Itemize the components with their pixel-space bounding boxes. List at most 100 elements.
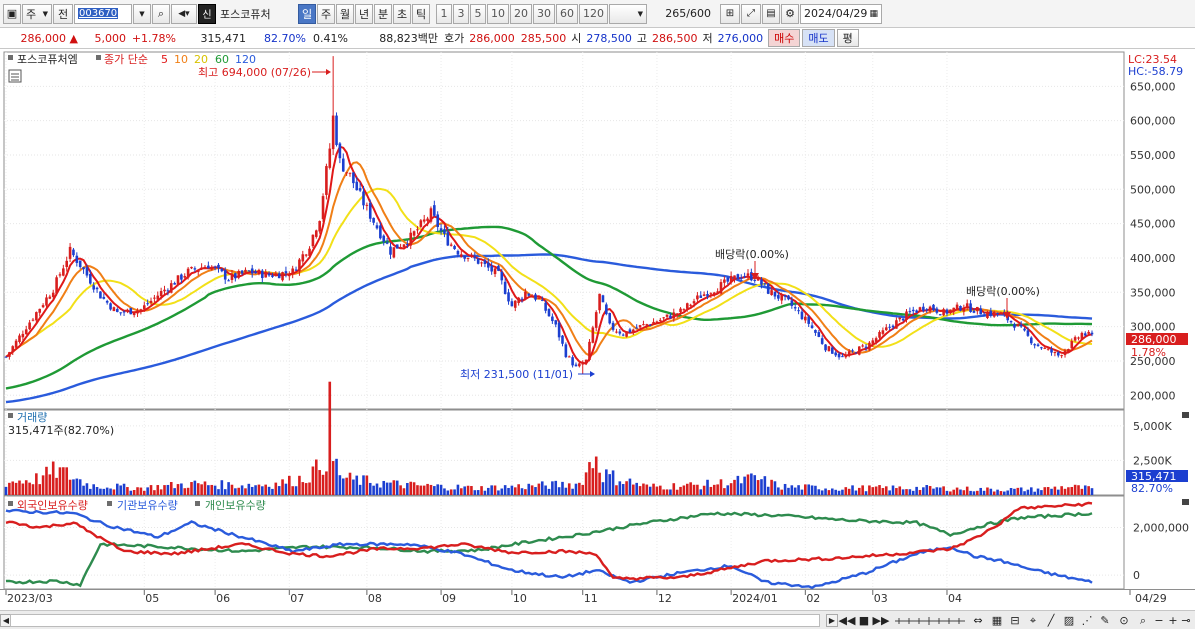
minute-option-3[interactable]: 3: [453, 3, 469, 24]
candle-body: [308, 248, 311, 256]
grid-icon[interactable]: ▦: [991, 614, 1003, 627]
zoom-reset-icon[interactable]: ⊙: [1119, 614, 1129, 627]
calculator-icon[interactable]: [8, 69, 22, 83]
candle-body: [1050, 349, 1053, 353]
compare-icon[interactable]: ⊟: [1010, 614, 1020, 627]
data-count-input[interactable]: 265/600: [648, 4, 714, 24]
speaker-icon[interactable]: ◀▾: [171, 3, 197, 24]
candle-body: [989, 310, 993, 316]
tab-timeframe-5[interactable]: 초: [393, 3, 411, 24]
tab-timeframe-3[interactable]: 년: [355, 3, 373, 24]
save-icon[interactable]: ▤: [762, 3, 780, 24]
fast-forward-icon[interactable]: ▶▶: [872, 614, 890, 627]
area-icon[interactable]: ▨: [1063, 614, 1075, 627]
rewind-icon[interactable]: ◀◀: [838, 614, 856, 627]
volume-bar: [1067, 487, 1070, 495]
scroll-right-icon[interactable]: ▶: [826, 614, 838, 627]
custom-interval-dropdown[interactable]: ▼: [609, 3, 647, 24]
volume-bar: [537, 483, 541, 495]
pin-icon[interactable]: ⊸: [1181, 614, 1191, 627]
line-tool-icon[interactable]: ╱: [1047, 614, 1055, 627]
tab-timeframe-2[interactable]: 월: [336, 3, 354, 24]
volume-bar: [955, 487, 959, 495]
volume-bar: [237, 487, 241, 495]
volume-bar: [470, 486, 473, 495]
panel-close-icon[interactable]: [1182, 499, 1189, 505]
tab-timeframe-4[interactable]: 분: [374, 3, 392, 24]
buy-button[interactable]: 매수: [768, 29, 801, 47]
code-dropdown-icon[interactable]: ▼: [133, 3, 151, 24]
candle-body: [200, 267, 203, 270]
price-change: 5,000: [94, 31, 127, 45]
sell-button[interactable]: 매도: [802, 29, 835, 47]
zoom-in-icon[interactable]: +: [1168, 614, 1178, 627]
candle-body: [250, 268, 254, 274]
candle-body: [446, 232, 450, 246]
volume-bar: [645, 484, 649, 495]
minute-option-60[interactable]: 60: [556, 3, 578, 24]
candle-settings-icon[interactable]: ⊞: [720, 3, 740, 24]
calendar-icon[interactable]: ▦: [869, 8, 878, 19]
period-mode-select[interactable]: 주 ▼: [22, 3, 52, 24]
candle-body: [78, 260, 82, 268]
tab-timeframe-0[interactable]: 일: [298, 3, 316, 24]
zoom-fit-icon[interactable]: ⇔: [973, 614, 983, 627]
zoom-icon[interactable]: ⌕: [1139, 613, 1147, 627]
candle-body: [325, 166, 328, 195]
date-input[interactable]: 2024/04/29 ▦: [800, 3, 882, 24]
volume-bar: [723, 488, 726, 495]
panel-close-icon[interactable]: [1182, 412, 1189, 418]
stop-icon[interactable]: ■: [858, 614, 870, 627]
candle-body: [358, 188, 362, 191]
candle-body: [891, 325, 895, 328]
minute-option-10[interactable]: 10: [487, 3, 509, 24]
volume-bar: [385, 482, 389, 495]
candle-body: [790, 300, 794, 306]
tab-timeframe-6[interactable]: 틱: [412, 3, 430, 24]
search-icon[interactable]: ⌕: [152, 3, 170, 24]
candle-body: [453, 245, 456, 250]
candle-body: [800, 311, 804, 320]
candle-body: [797, 310, 800, 312]
candle-body: [14, 340, 18, 348]
minute-option-5[interactable]: 5: [470, 3, 486, 24]
volume-bar: [1003, 491, 1006, 495]
candle-body: [166, 290, 170, 292]
drawing-tools-icon[interactable]: ⤢: [741, 3, 761, 24]
minute-option-30[interactable]: 30: [533, 3, 555, 24]
stock-code-input[interactable]: 003670: [74, 3, 132, 24]
candle-body: [665, 314, 669, 317]
chart-area[interactable]: 650,000 600,000 550,000 500,000 450,000 400,0…: [0, 49, 1195, 610]
avg-button[interactable]: 평: [836, 29, 859, 47]
tab-timeframe-1[interactable]: 주: [317, 3, 335, 24]
draw-icon[interactable]: ✎: [1100, 614, 1110, 627]
volume-bar: [642, 483, 645, 495]
minute-option-20[interactable]: 20: [510, 3, 532, 24]
candle-body: [244, 269, 247, 273]
horizontal-scrollbar[interactable]: [10, 614, 820, 627]
volume-bar: [712, 484, 716, 495]
volume-bar: [561, 481, 564, 495]
volume-ratio: 82.70%: [264, 31, 306, 45]
volume-bar: [436, 484, 440, 495]
prev-button[interactable]: 전: [53, 3, 73, 24]
zoom-out-icon[interactable]: −: [1154, 614, 1164, 627]
candle-body: [72, 249, 75, 256]
current-price-tag-pct: 1.78%: [1131, 346, 1166, 359]
candle-body: [1090, 332, 1094, 335]
candle-body: [642, 324, 645, 326]
zoom-slider[interactable]: [893, 613, 967, 628]
chart-type-icon[interactable]: ▣: [3, 3, 21, 24]
volume-bar: [207, 485, 210, 495]
minute-option-1[interactable]: 1: [436, 3, 452, 24]
gear-icon[interactable]: ⚙: [781, 3, 799, 24]
minute-option-120[interactable]: 120: [579, 3, 608, 24]
candle-body: [186, 268, 190, 278]
scroll-left-icon[interactable]: ◀: [0, 614, 12, 627]
candle-body: [153, 297, 156, 299]
trend-icon[interactable]: ⋰: [1081, 614, 1093, 627]
crosshair-icon[interactable]: ⌖: [1029, 613, 1037, 627]
volume-bar: [429, 484, 433, 495]
candle-body: [746, 273, 750, 276]
current-price-value: 286,000: [20, 31, 67, 45]
